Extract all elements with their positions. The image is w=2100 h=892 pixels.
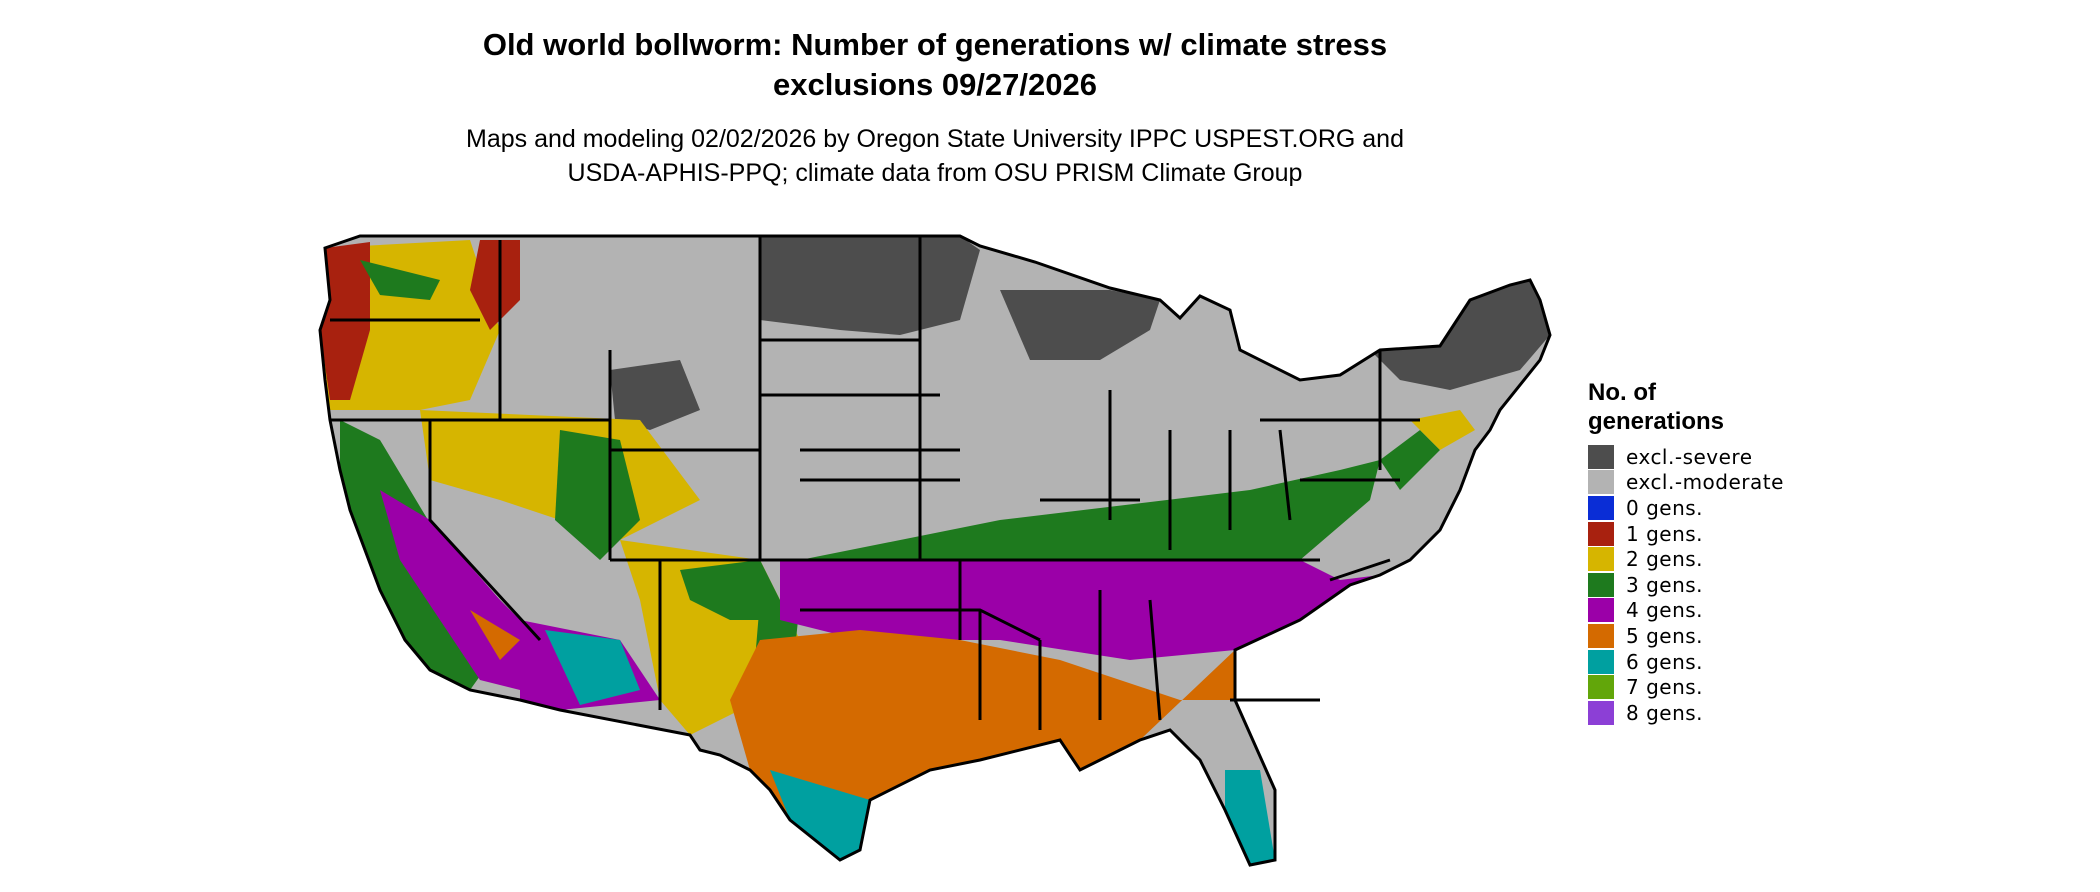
legend-item: 8 gens. — [1588, 700, 1784, 726]
legend-item: 2 gens. — [1588, 546, 1784, 572]
legend-label: excl.-severe — [1626, 444, 1753, 469]
legend-swatch — [1588, 521, 1614, 546]
map-title-line1: Old world bollworm: Number of generation… — [482, 27, 1388, 62]
region-excl-severe-north — [760, 236, 980, 335]
region-3gens-utah — [555, 430, 640, 560]
legend-title-line1: No. of — [1588, 379, 1656, 406]
legend: No. of generations excl.-severe excl.-mod… — [1588, 378, 1784, 726]
region-3gens-columbia — [360, 260, 440, 300]
region-1gen-idaho — [470, 240, 520, 330]
region-5gens-mojave — [470, 610, 520, 660]
legend-label: 1 gens. — [1626, 521, 1704, 546]
legend-label: excl.-moderate — [1626, 470, 1784, 495]
legend-swatch — [1588, 649, 1614, 674]
legend-swatch — [1588, 598, 1614, 623]
legend-swatch — [1588, 495, 1614, 520]
legend-label: 2 gens. — [1626, 547, 1704, 572]
legend-item: 4 gens. — [1588, 598, 1784, 624]
legend-item: excl.-severe — [1588, 444, 1784, 470]
legend-swatch — [1588, 572, 1614, 597]
region-excl-severe-wyoming — [610, 360, 700, 430]
legend-item: 7 gens. — [1588, 674, 1784, 700]
legend-item: 6 gens. — [1588, 649, 1784, 675]
legend-label: 7 gens. — [1626, 675, 1704, 700]
map-title: Old world bollworm: Number of generation… — [0, 25, 1870, 105]
legend-swatch — [1588, 623, 1614, 648]
legend-item: 5 gens. — [1588, 623, 1784, 649]
generation-fill-layer — [320, 236, 1550, 865]
legend-label: 0 gens. — [1626, 495, 1704, 520]
map-subtitle: Maps and modeling 02/02/2026 by Oregon S… — [0, 122, 1870, 190]
region-3gens-central-band — [800, 460, 1380, 580]
legend-item: 0 gens. — [1588, 495, 1784, 521]
region-4gens-south-central — [780, 560, 1320, 660]
state-boundaries — [318, 234, 1552, 867]
legend-label: 3 gens. — [1626, 572, 1704, 597]
legend-item: 1 gens. — [1588, 521, 1784, 547]
region-excl-severe-upper-midwest — [1000, 290, 1160, 360]
legend-label: 6 gens. — [1626, 649, 1704, 674]
map-title-line2: exclusions 09/27/2026 — [772, 67, 1097, 102]
region-excl-severe-northeast — [1370, 280, 1550, 390]
legend-items: excl.-severe excl.-moderate 0 gens. 1 gens.… — [1588, 444, 1784, 726]
legend-title-line2: generations — [1588, 408, 1725, 435]
legend-swatch — [1588, 547, 1614, 572]
legend-swatch — [1588, 700, 1614, 725]
region-6gens-south-texas — [770, 770, 870, 860]
map-subtitle-line2: USDA-APHIS-PPQ; climate data from OSU PR… — [567, 159, 1303, 187]
legend-item: excl.-moderate — [1588, 470, 1784, 496]
region-6gens-arizona — [545, 630, 640, 705]
map-subtitle-line1: Maps and modeling 02/02/2026 by Oregon S… — [466, 125, 1404, 153]
legend-label: 4 gens. — [1626, 598, 1704, 623]
region-3gens-mid-atlantic — [1380, 430, 1440, 490]
region-2gens-new-england-coast — [1410, 410, 1475, 450]
legend-swatch — [1588, 444, 1614, 469]
legend-swatch — [1588, 470, 1614, 495]
legend-item: 3 gens. — [1588, 572, 1784, 598]
region-5gens-gulf — [730, 630, 1235, 820]
legend-title: No. of generations — [1588, 378, 1784, 436]
legend-swatch — [1588, 675, 1614, 700]
region-6gens-florida — [1225, 770, 1275, 865]
legend-label: 8 gens. — [1626, 700, 1704, 725]
legend-label: 5 gens. — [1626, 623, 1704, 648]
